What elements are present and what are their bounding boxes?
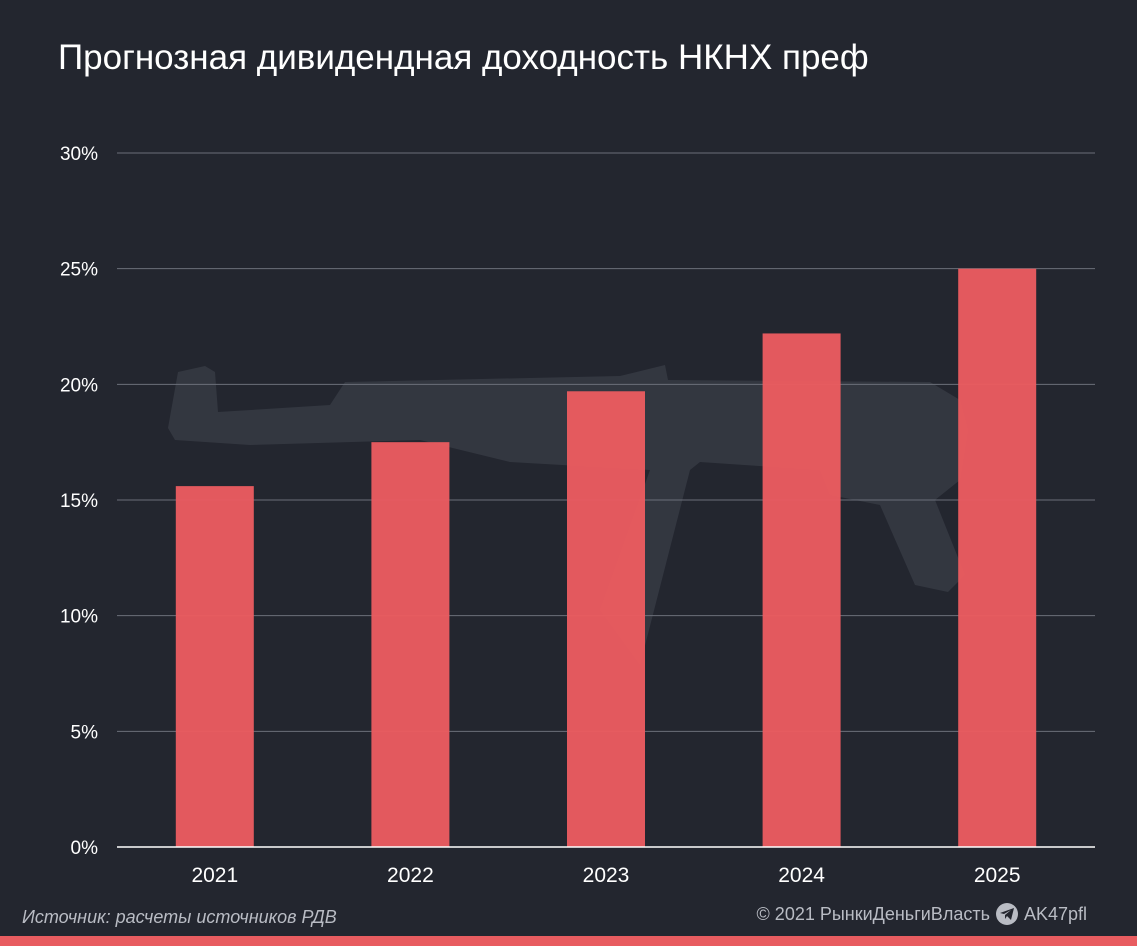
x-tick-label: 2025 bbox=[974, 864, 1021, 887]
telegram-icon bbox=[995, 903, 1018, 925]
y-axis: 0% 5% 10% 15% 20% 25% 30% bbox=[60, 144, 98, 859]
x-tick-label: 2023 bbox=[583, 864, 630, 887]
footer-credits: © 2021 РынкиДеньгиВласть AK47pfl bbox=[757, 903, 1087, 925]
bar-2025 bbox=[958, 268, 1037, 848]
accent-strip bbox=[0, 936, 1137, 946]
y-tick-label: 10% bbox=[60, 607, 98, 628]
bar-2021 bbox=[175, 486, 254, 847]
bar-2022 bbox=[371, 442, 450, 847]
source-note: Источник: расчеты источников РДВ bbox=[22, 907, 337, 927]
x-tick-label: 2022 bbox=[387, 864, 434, 887]
x-tick-label: 2021 bbox=[191, 864, 238, 887]
bar-2023 bbox=[567, 391, 645, 847]
channel-name[interactable]: AK47pfl bbox=[1023, 903, 1087, 924]
chart-title: Прогнозная дивидендная доходность НКНХ п… bbox=[58, 38, 869, 77]
bar-2024 bbox=[762, 333, 841, 847]
x-tick-label: 2024 bbox=[778, 864, 825, 887]
y-tick-label: 15% bbox=[60, 491, 98, 512]
y-tick-label: 20% bbox=[60, 375, 98, 396]
y-tick-label: 30% bbox=[60, 144, 98, 165]
y-tick-label: 5% bbox=[71, 722, 99, 743]
y-tick-label: 0% bbox=[71, 838, 99, 859]
bars bbox=[175, 268, 1037, 848]
x-axis: 2021 2022 2023 2024 2025 bbox=[191, 864, 1020, 887]
y-tick-label: 25% bbox=[60, 260, 98, 281]
copyright-text: © 2021 РынкиДеньгиВласть bbox=[756, 903, 990, 924]
